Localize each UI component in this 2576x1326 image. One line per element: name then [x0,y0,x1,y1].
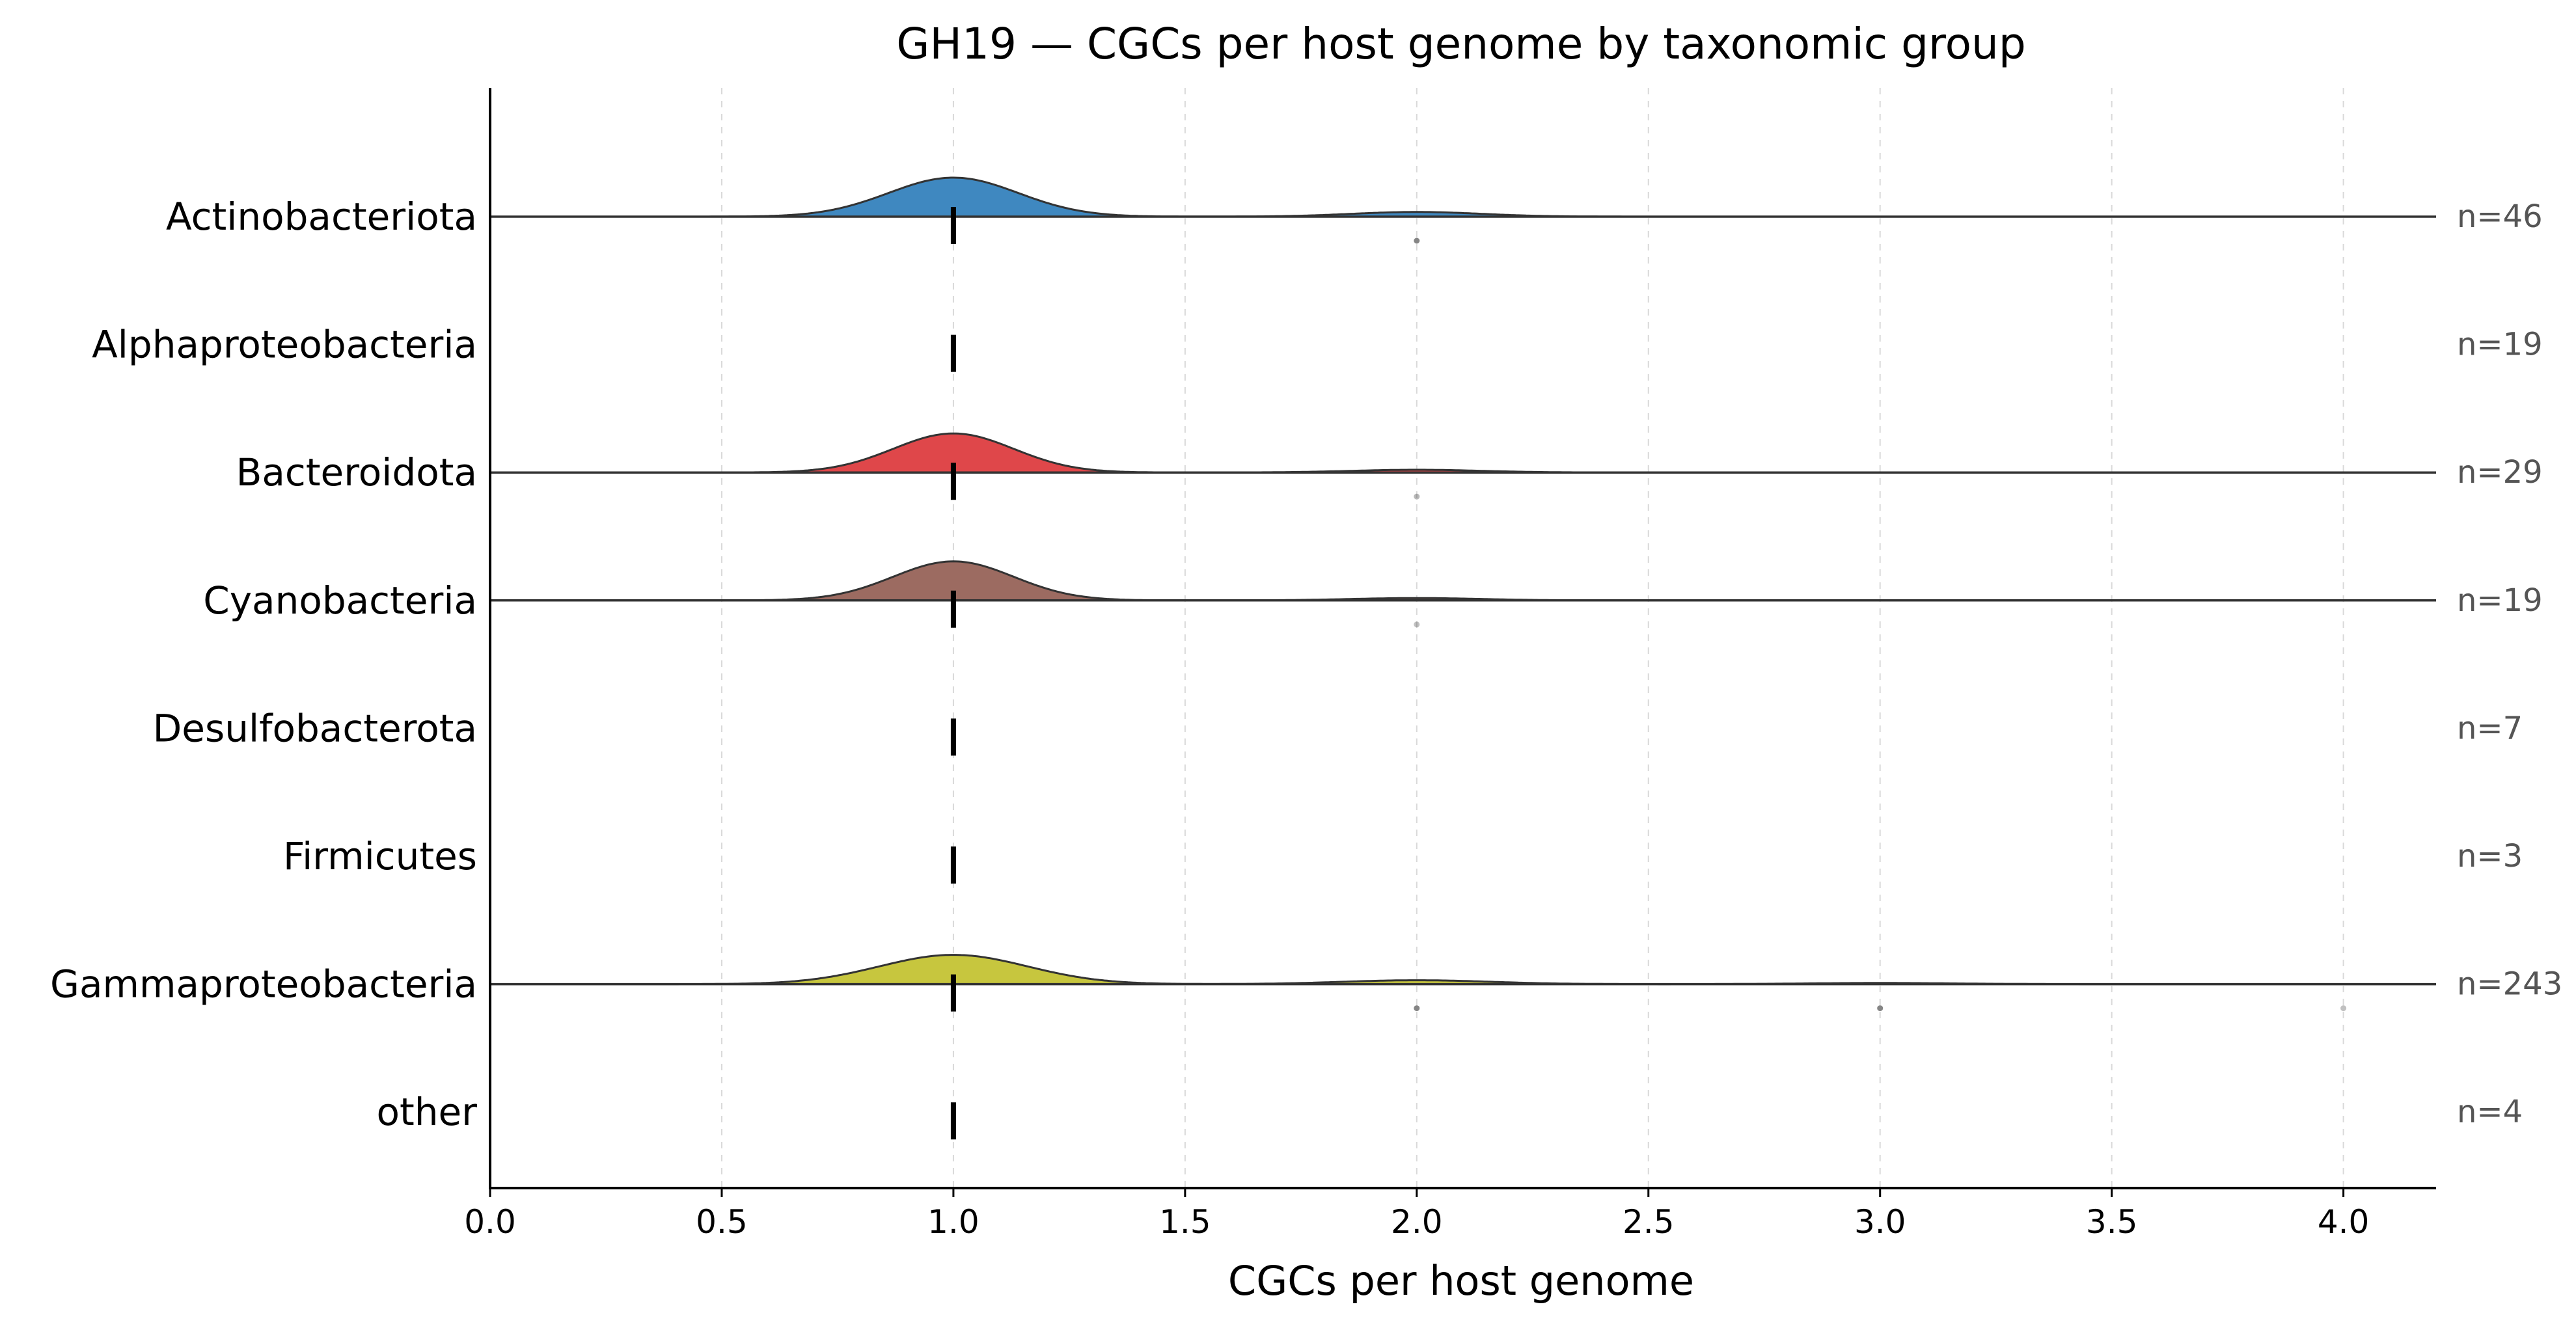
ridge-outline-3 [490,560,2435,602]
x-tick-label-6: 3.0 [1854,1203,1906,1241]
category-label-6: Gammaproteobacteria [50,962,477,1007]
x-tick-label-1: 0.5 [696,1203,748,1241]
n-label-3: n=19 [2457,582,2543,619]
category-label-5: Firmicutes [283,834,477,878]
category-label-3: Cyanobacteria [203,578,477,623]
ridge-row-5: Firmicutes n=3 [283,834,2523,884]
x-tick-label-2: 1.0 [927,1203,980,1241]
ridge-fill-2 [490,433,2436,473]
n-label-1: n=19 [2457,327,2543,363]
ridge-row-6: Gammaproteobacteria n=243 [50,954,2562,1012]
n-label-5: n=3 [2457,838,2523,874]
x-tick-label-7: 3.5 [2086,1203,2138,1241]
x-tick-label-4: 2.0 [1391,1203,1443,1241]
ridge-fill-3 [490,561,2436,601]
ridge-row-0: Actinobacteriota n=46 [166,176,2543,244]
category-label-0: Actinobacteriota [166,195,477,239]
ridge-row-2: Bacteroidota n=29 [236,432,2543,500]
category-label-1: Alphaproteobacteria [92,323,477,367]
grid-layer [720,88,2344,1188]
ridge-row-1: Alphaproteobacteria n=19 [92,323,2543,372]
outlier-point-6-0 [1414,1005,1420,1012]
ridge-outline-0 [490,176,2435,218]
ridge-outline-6 [490,954,2435,986]
n-label-6: n=243 [2457,966,2562,1003]
n-label-0: n=46 [2457,198,2543,235]
chart-title: GH19 — CGCs per host genome by taxonomic… [896,19,2026,69]
x-tick-label-3: 1.5 [1159,1203,1211,1241]
ridge-row-7: other n=4 [376,1090,2523,1140]
axes-layer: 0.0 0.5 1.0 1.5 2.0 2.5 3.0 3.5 4.0 [464,88,2436,1241]
category-label-7: other [376,1090,477,1134]
outlier-point-2-0 [1414,493,1420,500]
x-tick-label-8: 4.0 [2318,1203,2370,1241]
x-axis-label: CGCs per host genome [1228,1257,1694,1305]
ridge-outline-2 [490,432,2435,474]
category-label-4: Desulfobacterota [153,706,477,750]
outlier-point-3-0 [1414,621,1420,628]
outlier-point-0-0 [1414,237,1420,244]
outlier-point-6-2 [2340,1005,2347,1012]
ridge-fill-6 [490,954,2436,984]
n-label-7: n=4 [2457,1094,2523,1130]
x-tick-label-5: 2.5 [1623,1203,1675,1241]
n-label-4: n=7 [2457,710,2523,746]
x-tick-label-0: 0.0 [464,1203,516,1241]
n-label-2: n=29 [2457,454,2543,491]
outlier-point-6-1 [1877,1005,1884,1012]
ridge-row-3: Cyanobacteria n=19 [203,560,2543,628]
ridge-fill-0 [490,178,2436,217]
ridge-layer: Actinobacteriota n=46 Alphaproteobacteria n… [50,176,2562,1140]
category-label-2: Bacteroidota [236,450,477,494]
ridge-row-4: Desulfobacterota n=7 [153,706,2523,756]
